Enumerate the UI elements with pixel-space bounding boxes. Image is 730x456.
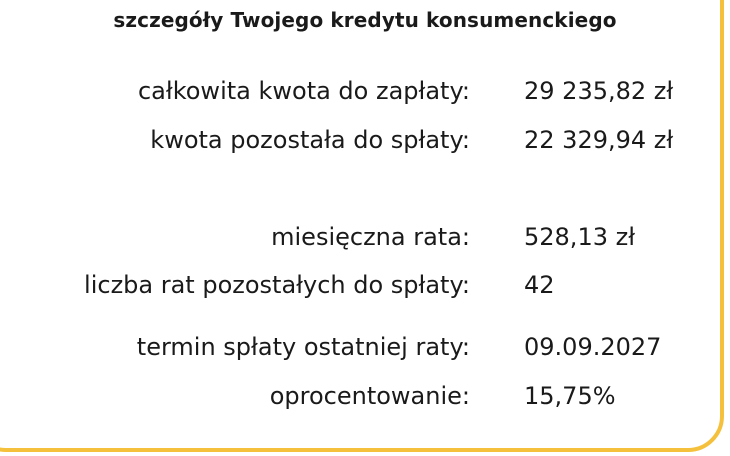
detail-label: liczba rat pozostałych do spłaty:	[84, 271, 470, 299]
detail-label: miesięczna rata:	[271, 223, 470, 251]
detail-value: 15,75%	[524, 382, 616, 410]
card-title: szczegóły Twojego kredytu konsumenckiego	[113, 8, 617, 32]
detail-value: 528,13 zł	[524, 223, 636, 251]
detail-label: kwota pozostała do spłaty:	[150, 126, 470, 154]
detail-label: termin spłaty ostatniej raty:	[136, 333, 470, 361]
detail-label: oprocentowanie:	[269, 382, 470, 410]
detail-value: 29 235,82 zł	[524, 77, 674, 105]
detail-label: całkowita kwota do zapłaty:	[137, 77, 470, 105]
detail-value: 09.09.2027	[524, 333, 662, 361]
detail-value: 22 329,94 zł	[524, 126, 674, 154]
detail-value: 42	[524, 271, 555, 299]
